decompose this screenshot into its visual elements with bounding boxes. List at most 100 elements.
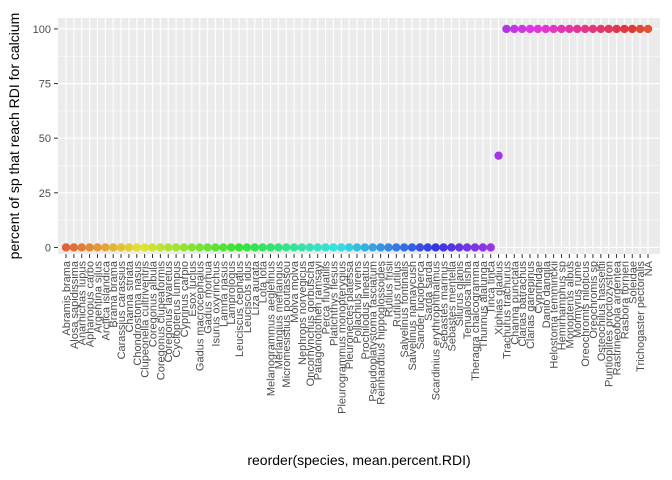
x-tick-label: Trichogaster pectoralis (635, 261, 647, 372)
x-tick-label: Danio dangila (541, 260, 553, 328)
x-tick-label: Coregonus albula (148, 260, 160, 347)
x-tick-label: Oreochromis sp (588, 261, 600, 339)
x-tick-label: Argentina silus (92, 261, 104, 334)
data-point (203, 243, 212, 252)
data-point (93, 243, 102, 252)
x-tick-label: Carassius carassius (116, 261, 128, 360)
x-tick-label: Micromesistius poutassou (281, 261, 293, 388)
x-tick-label: Abramis brama (61, 260, 73, 335)
x-tick-label: Patagonotothen ramsayi (313, 261, 325, 380)
x-tick-label: Cyclopterus lumpus (171, 261, 183, 358)
data-point (565, 24, 574, 34)
data-point (462, 243, 472, 252)
x-tick-label: Channa punctata (509, 260, 521, 345)
data-point (494, 151, 503, 160)
x-tick-label: Salvelinus fontinalis (399, 261, 411, 358)
x-tick-label: Leuciscus cephalus (234, 261, 246, 358)
data-point (635, 24, 645, 34)
data-point (423, 243, 432, 252)
x-tick-label: Pleurogrammus monopterygius (336, 261, 348, 414)
data-point (604, 24, 613, 34)
x-tick-label: Chondrostoma nasus (132, 261, 144, 366)
data-point (85, 243, 94, 252)
data-point (211, 243, 220, 252)
x-tick-label: Coregonus clupeaformis (155, 261, 167, 381)
x-tick-label: Xiphias gladius (494, 261, 506, 335)
data-point (643, 24, 653, 34)
data-point (517, 24, 527, 34)
data-point (368, 243, 377, 252)
data-point (533, 24, 543, 34)
x-tick-label: Cyprinidae (533, 261, 545, 314)
data-point (588, 24, 598, 34)
x-tick-label: Prochilodus lineatus (360, 261, 372, 360)
x-tick-label: Pseudoplatystoma fasciatum (368, 261, 380, 402)
x-tick-label: Hemirhamphus sp (556, 261, 568, 350)
x-tick-label: Gadus morhua (203, 260, 215, 334)
data-point (557, 24, 566, 34)
y-tick-label: 75 (39, 79, 51, 91)
x-axis-title: reorder(species, mean.percent.RDI) (247, 452, 470, 468)
data-point (392, 243, 401, 252)
x-tick-label: Platichthys flesus (328, 261, 340, 346)
data-point (510, 24, 519, 34)
data-point (289, 243, 299, 252)
data-point (77, 243, 86, 252)
data-points (61, 24, 653, 252)
y-tick-label: 25 (39, 188, 51, 200)
data-point (297, 243, 307, 252)
x-tick-label: Rutilus frisii (383, 261, 395, 317)
x-tick-label: Tinca tinca (486, 260, 498, 314)
data-point (596, 24, 606, 34)
x-tick-label: Soleidae (627, 261, 639, 304)
data-point (337, 243, 346, 252)
x-tick-label: Nephrops norvegicus (297, 261, 309, 365)
data-point (612, 24, 621, 34)
data-point (329, 243, 338, 252)
data-point (447, 243, 456, 252)
data-point (431, 243, 440, 252)
x-tick-label: Scardinius erythrophthalmus (431, 261, 443, 401)
y-tick-label: 100 (33, 24, 51, 36)
data-point (305, 243, 315, 252)
data-point (132, 243, 141, 252)
data-point (352, 243, 362, 252)
data-point (620, 24, 629, 34)
x-tick-label: Theragra chalcogramma (470, 260, 482, 381)
data-point (124, 243, 134, 252)
y-axis-ticks: 0 25 50 75 100 (33, 24, 58, 254)
x-tick-label: Oncorhynchus gorbuscha (305, 260, 317, 386)
data-point (415, 243, 425, 252)
data-point (242, 243, 252, 252)
x-tick-label: Liza aurata (250, 260, 262, 315)
data-point (258, 243, 267, 252)
data-point (541, 24, 550, 34)
data-point (195, 243, 204, 252)
data-point (407, 243, 417, 252)
x-tick-label: Osteochilus hasseltii (596, 261, 608, 361)
x-tick-label: Aphanopus carbo (85, 261, 97, 347)
x-tick-label: Lota lota (258, 260, 270, 303)
data-point (470, 243, 480, 252)
data-point (321, 243, 330, 252)
data-point (171, 243, 181, 252)
x-tick-label: Lamna nasus (218, 261, 230, 328)
x-tick-label: Coregonus lavaretus (163, 261, 175, 363)
data-point (156, 243, 165, 252)
x-tick-label: Sander lucioperca (415, 260, 427, 350)
x-tick-label: Esox lucius (187, 261, 199, 317)
x-tick-label: Perca fluviatilis (321, 261, 333, 335)
data-point (502, 24, 511, 34)
x-tick-label: Clupeonella cultriventris (140, 261, 152, 378)
x-tick-label: NA (643, 260, 655, 276)
data-point (360, 243, 370, 252)
x-tick-label: Rasbora tornieri (619, 261, 631, 339)
data-point (628, 24, 637, 34)
x-tick-label: Tenualosa ilisha (462, 260, 474, 339)
data-point (274, 243, 283, 252)
x-tick-label: Brama brama (108, 260, 120, 328)
data-point (580, 24, 590, 34)
x-tick-label: Alosa sapidissima (69, 260, 81, 349)
x-tick-label: Rutilus rutilus (391, 261, 403, 328)
